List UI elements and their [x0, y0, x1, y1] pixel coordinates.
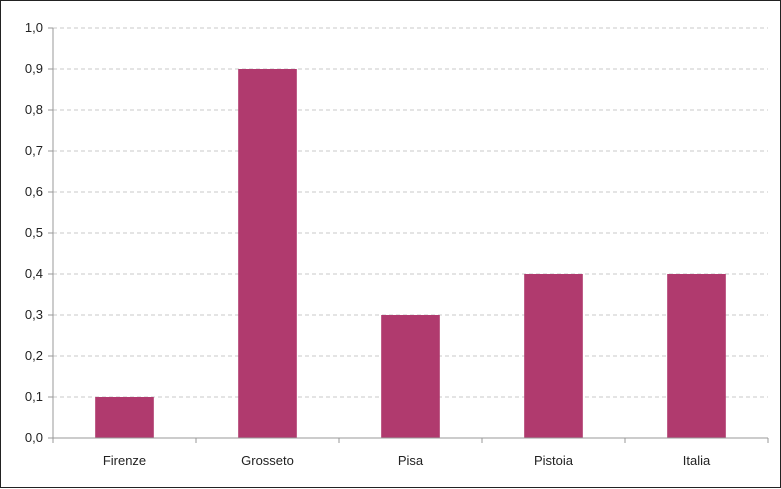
y-tick-label: 0,2	[25, 348, 43, 363]
y-tick-label: 0,9	[25, 61, 43, 76]
x-tick-label: Pistoia	[534, 453, 574, 468]
gridlines	[53, 27, 768, 398]
y-tick-label: 0,6	[25, 184, 43, 199]
bar-italia	[667, 274, 726, 438]
bar-grosseto	[238, 69, 297, 438]
bar-pisa	[381, 315, 440, 438]
y-tick-label: 0,7	[25, 143, 43, 158]
y-tick-label: 0,8	[25, 102, 43, 117]
y-tick-label: 0,3	[25, 307, 43, 322]
axes	[48, 27, 769, 443]
y-tick-label: 0,0	[25, 430, 43, 445]
y-tick-labels: 0,0 0,1 0,2 0,3 0,4 0,5 0,6 0,7 0,8 0,9 1,0	[25, 20, 43, 445]
y-tick-label: 0,5	[25, 225, 43, 240]
x-tick-labels: Firenze Grosseto Pisa Pistoia Italia	[103, 453, 711, 468]
x-tick-label: Grosseto	[241, 453, 294, 468]
bars	[95, 69, 726, 438]
bar-firenze	[95, 397, 154, 438]
x-tick-label: Pisa	[398, 453, 424, 468]
x-tick-label: Italia	[683, 453, 711, 468]
y-tick-label: 0,1	[25, 389, 43, 404]
bar-pistoia	[524, 274, 583, 438]
y-tick-label: 1,0	[25, 20, 43, 35]
y-tick-label: 0,4	[25, 266, 43, 281]
x-tick-label: Firenze	[103, 453, 146, 468]
